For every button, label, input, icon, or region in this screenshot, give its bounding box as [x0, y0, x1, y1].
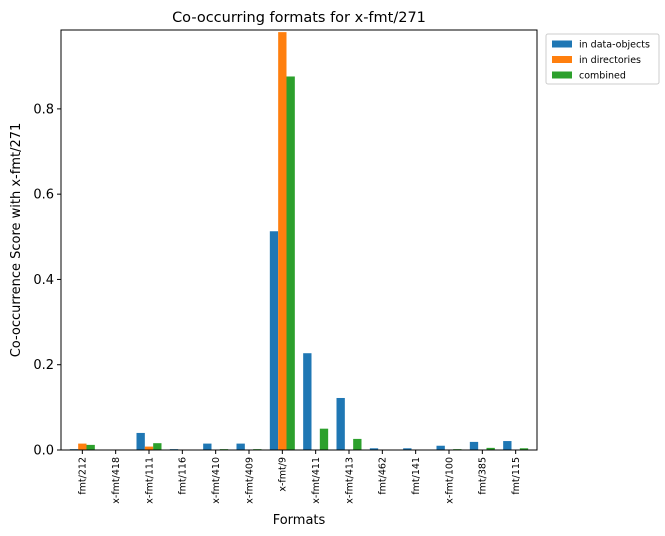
bar-in-data-objects-x-fmt-409: [236, 443, 245, 450]
legend-label: combined: [579, 71, 626, 82]
x-tick-label: x-fmt/411: [311, 457, 322, 504]
x-tick-label: x-fmt/418: [111, 457, 122, 504]
plot-area-frame: [60, 29, 538, 451]
bar-in-data-objects-fmt-115: [503, 441, 512, 450]
bar-in-data-objects-fmt-385: [469, 441, 479, 450]
y-tick-label: 0.8: [33, 102, 54, 117]
bar-in-directories-x-fmt-111: [144, 446, 154, 450]
x-tick-label: x-fmt/9: [278, 457, 289, 492]
legend-label: in data-objects: [579, 40, 650, 51]
legend-swatch: [552, 56, 572, 63]
bar-combined-x-fmt-9: [286, 76, 295, 450]
bar-in-data-objects-x-fmt-413: [336, 397, 345, 450]
bar-combined-fmt-212: [86, 444, 95, 450]
bar-combined-x-fmt-413: [353, 438, 362, 450]
bars-layer: [69, 32, 529, 450]
bar-in-directories-x-fmt-9: [278, 32, 287, 450]
x-tick-label: fmt/116: [178, 457, 189, 495]
legend-label: in directories: [579, 55, 641, 66]
x-tick-label: fmt/212: [78, 457, 89, 495]
x-tick-label: fmt/385: [478, 457, 489, 495]
bar-in-data-objects-x-fmt-100: [436, 445, 445, 450]
legend-swatch: [552, 71, 572, 79]
legend: in data-objects in directories combined: [545, 33, 660, 85]
bar-in-data-objects-x-fmt-9: [269, 231, 279, 450]
y-axis-label: Co-occurrence Score with x-fmt/271: [9, 123, 24, 358]
x-axis: fmt/212 x-fmt/418 x-fmt/111 fmt/116 x-fmt/41…: [78, 450, 522, 504]
chart-title: Co-occurring formats for x-fmt/271: [172, 10, 426, 26]
bar-in-data-objects-fmt-462: [369, 448, 379, 450]
y-tick-label: 0.4: [33, 273, 54, 288]
x-tick-label: fmt/462: [378, 457, 389, 495]
bar-combined-x-fmt-411: [319, 428, 329, 450]
y-tick-label: 0.2: [33, 358, 54, 373]
y-tick-label: 0.0: [33, 444, 54, 459]
bar-in-data-objects-x-fmt-111: [136, 432, 145, 450]
legend-swatch: [552, 40, 572, 48]
x-tick-label: x-fmt/410: [211, 457, 222, 504]
x-tick-label: x-fmt/409: [244, 457, 255, 504]
bar-in-data-objects-fmt-141: [403, 448, 412, 450]
bar-combined-x-fmt-111: [153, 443, 162, 450]
bar-combined-fmt-385: [486, 447, 495, 450]
legend-box: [545, 33, 660, 85]
bar-in-data-objects-x-fmt-411: [303, 353, 312, 450]
x-tick-label: x-fmt/100: [444, 457, 455, 504]
y-axis: 0.0 0.2 0.4 0.6 0.8: [33, 102, 61, 459]
x-tick-label: fmt/115: [511, 457, 522, 495]
bar-combined-fmt-115: [519, 448, 529, 450]
y-tick-label: 0.6: [33, 188, 54, 203]
x-axis-label: Formats: [273, 513, 326, 528]
bar-in-data-objects-x-fmt-410: [203, 443, 212, 450]
x-tick-label: x-fmt/111: [144, 457, 155, 504]
bar-in-directories-fmt-212: [78, 443, 87, 450]
x-tick-label: fmt/141: [411, 457, 422, 495]
x-tick-label: x-fmt/413: [344, 457, 355, 504]
